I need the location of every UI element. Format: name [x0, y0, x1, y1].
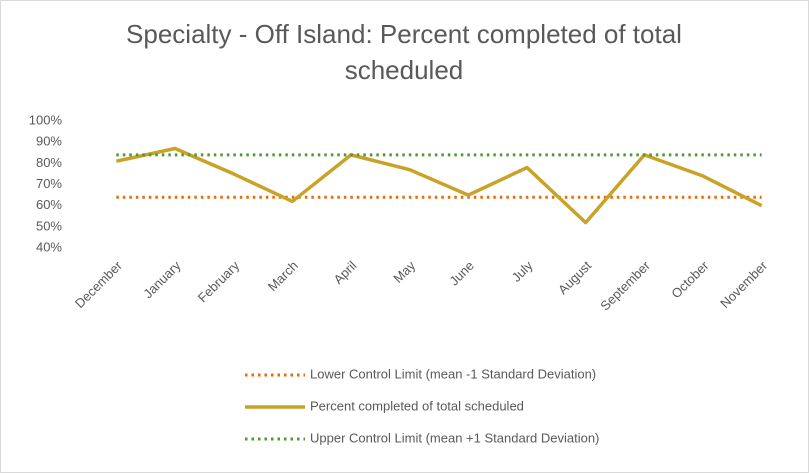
- series-line: [115, 146, 763, 225]
- y-tick-label: 60%: [36, 197, 62, 212]
- legend-label: Upper Control Limit (mean +1 Standard De…: [310, 430, 599, 445]
- y-tick-label: 50%: [36, 218, 62, 233]
- chart-title: Specialty - Off Island: Percent complete…: [126, 19, 682, 85]
- y-tick-label: 100%: [29, 112, 63, 127]
- y-tick-label: 80%: [36, 155, 62, 170]
- y-tick-label: 70%: [36, 176, 62, 191]
- legend-label: Lower Control Limit (mean -1 Standard De…: [310, 366, 596, 381]
- y-tick-label: 90%: [36, 134, 62, 149]
- legend-label: Percent completed of total scheduled: [310, 398, 524, 413]
- y-tick-label: 40%: [36, 239, 62, 254]
